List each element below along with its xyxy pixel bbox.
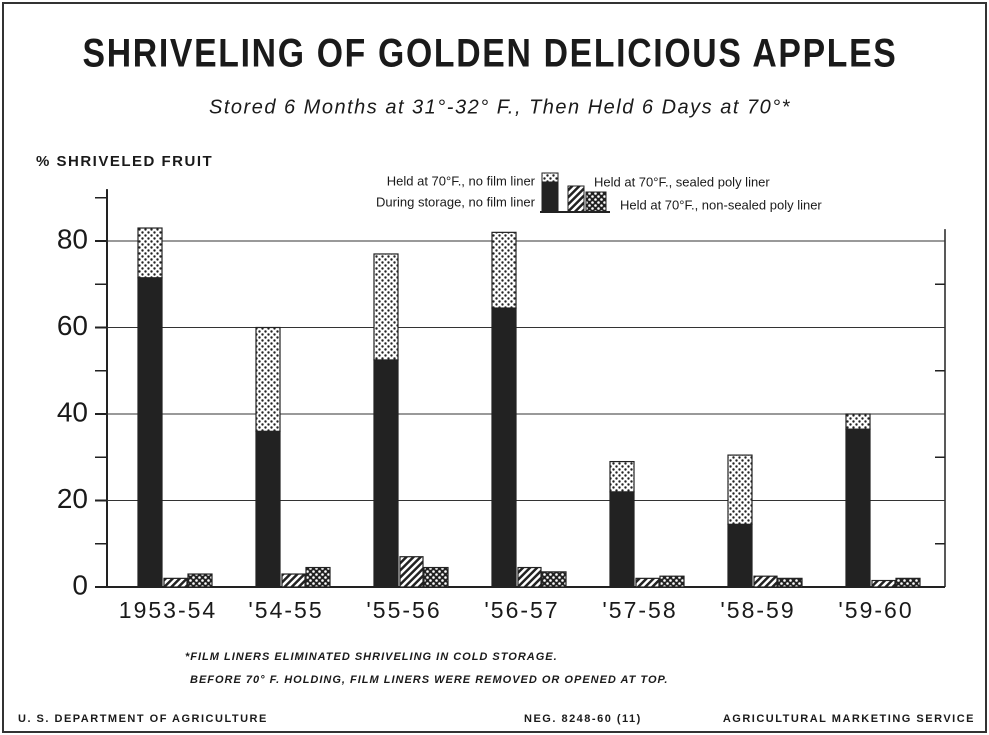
bar (541, 571, 567, 588)
bar (373, 253, 399, 361)
bar (609, 491, 635, 588)
bar (163, 577, 188, 588)
x-tick-label: '56-57 (484, 597, 559, 623)
bar (659, 575, 685, 588)
bar (845, 413, 871, 430)
bar (187, 573, 213, 588)
bar (281, 573, 306, 588)
bar (517, 566, 542, 588)
footnote: BEFORE 70° F. HOLDING, FILM LINERS WERE … (190, 674, 668, 686)
bar (635, 577, 660, 588)
footer-right: AGRICULTURAL MARKETING SERVICE (723, 713, 975, 725)
bar (423, 566, 449, 588)
bar (871, 579, 896, 588)
y-tick-label: 60 (57, 310, 88, 341)
bar (491, 231, 517, 309)
legend-swatch (567, 185, 585, 213)
bar (753, 575, 778, 588)
bar (845, 428, 871, 588)
bar (373, 359, 399, 588)
x-tick-label: '55-56 (366, 597, 441, 623)
bar (727, 523, 753, 588)
y-axis-label: % SHRIVELED FRUIT (36, 153, 213, 170)
bar (491, 307, 517, 588)
bar (255, 430, 281, 588)
bar (727, 454, 753, 525)
x-tick-label: 1953-54 (119, 597, 217, 623)
x-tick-label: '57-58 (602, 597, 677, 623)
legend-swatch (585, 191, 607, 213)
bar (609, 460, 635, 493)
bar (137, 227, 163, 279)
legend-swatch (541, 172, 559, 183)
bar (137, 277, 163, 588)
bar (399, 556, 424, 588)
x-tick-label: '54-55 (248, 597, 323, 623)
y-tick-label: 20 (57, 483, 88, 514)
footer-left: U. S. DEPARTMENT OF AGRICULTURE (18, 713, 268, 725)
legend-label: Held at 70°F., no film liner (387, 173, 536, 188)
legend-bg (290, 168, 930, 218)
bar (255, 326, 281, 432)
bar (777, 577, 803, 588)
x-tick-label: '58-59 (720, 597, 795, 623)
y-tick-label: 80 (57, 223, 88, 254)
legend-swatch (541, 181, 559, 213)
chart-subtitle: Stored 6 Months at 31°-32° F., Then Held… (209, 96, 791, 118)
y-tick-label: 0 (72, 569, 88, 600)
bar (305, 566, 331, 588)
legend-label: Held at 70°F., sealed poly liner (594, 174, 770, 189)
footnote: *FILM LINERS ELIMINATED SHRIVELING IN CO… (185, 651, 558, 663)
y-tick-label: 40 (57, 396, 88, 427)
x-tick-label: '59-60 (838, 597, 913, 623)
footer-middle: NEG. 8248-60 (11) (524, 713, 642, 725)
legend-label: During storage, no film liner (376, 194, 536, 209)
chart-title: SHRIVELING OF GOLDEN DELICIOUS APPLES (83, 32, 898, 76)
bar (895, 577, 921, 588)
legend-label: Held at 70°F., non-sealed poly liner (620, 197, 822, 212)
